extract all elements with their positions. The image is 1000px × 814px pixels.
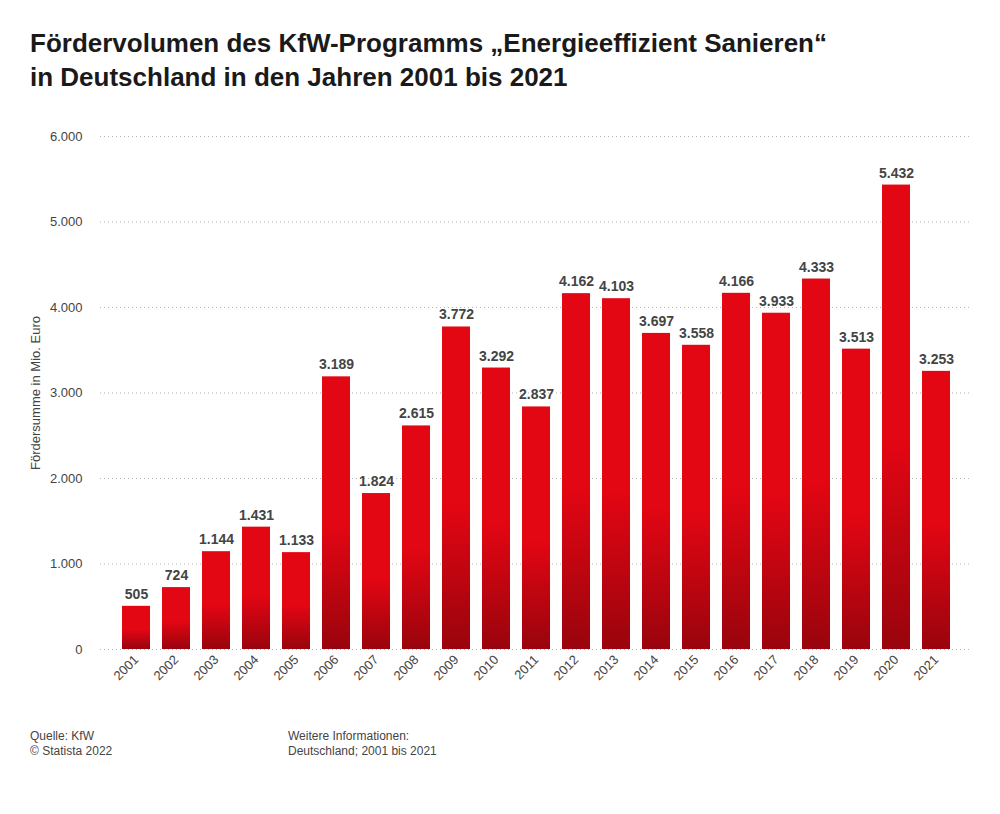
svg-text:724: 724 xyxy=(165,567,189,583)
svg-text:2004: 2004 xyxy=(231,652,262,683)
svg-text:2003: 2003 xyxy=(191,652,222,683)
svg-text:2005: 2005 xyxy=(271,652,302,683)
svg-text:5.432: 5.432 xyxy=(879,165,914,181)
svg-text:505: 505 xyxy=(125,586,149,602)
svg-text:0: 0 xyxy=(75,642,82,657)
svg-text:2018: 2018 xyxy=(791,652,822,683)
svg-text:3.558: 3.558 xyxy=(679,325,714,341)
svg-text:1.824: 1.824 xyxy=(359,473,394,489)
svg-text:4.000: 4.000 xyxy=(50,300,83,315)
svg-text:2011: 2011 xyxy=(511,652,541,682)
svg-text:4.166: 4.166 xyxy=(719,273,754,289)
svg-text:4.162: 4.162 xyxy=(559,273,594,289)
svg-text:5.000: 5.000 xyxy=(50,214,83,229)
svg-text:2007: 2007 xyxy=(351,652,382,683)
svg-text:2002: 2002 xyxy=(151,652,182,683)
svg-text:2006: 2006 xyxy=(311,652,342,683)
svg-text:1.431: 1.431 xyxy=(239,507,274,523)
html-text:Fördervolumen des KfW-Programm: Fördervolumen des KfW-Programms „Energie… xyxy=(30,28,827,92)
svg-text:2020: 2020 xyxy=(871,652,902,683)
svg-text:2012: 2012 xyxy=(551,652,582,683)
svg-text:3.189: 3.189 xyxy=(319,356,354,372)
svg-text:2016: 2016 xyxy=(711,652,742,683)
svg-text:Fördersumme in Mio. Euro: Fördersumme in Mio. Euro xyxy=(28,316,43,470)
svg-text:2019: 2019 xyxy=(831,652,862,683)
svg-text:4.333: 4.333 xyxy=(799,259,834,275)
svg-text:2014: 2014 xyxy=(631,652,662,683)
svg-text:6.000: 6.000 xyxy=(50,129,83,144)
svg-text:1.144: 1.144 xyxy=(199,531,234,547)
svg-text:2013: 2013 xyxy=(591,652,622,683)
svg-text:2008: 2008 xyxy=(391,652,422,683)
svg-text:4.103: 4.103 xyxy=(599,278,634,294)
svg-text:2017: 2017 xyxy=(751,652,782,683)
html-text:Weitere Informationen: Deutsch: Weitere Informationen: Deutschland; 2001… xyxy=(288,729,437,758)
svg-text:3.253: 3.253 xyxy=(919,351,954,367)
svg-text:3.933: 3.933 xyxy=(759,293,794,309)
html-text:Quelle: KfW © Statista 2022: Quelle: KfW © Statista 2022 xyxy=(30,729,113,758)
svg-text:2.615: 2.615 xyxy=(399,405,434,421)
svg-text:2009: 2009 xyxy=(431,652,462,683)
svg-text:3.772: 3.772 xyxy=(439,306,474,322)
svg-text:1.000: 1.000 xyxy=(50,556,83,571)
svg-text:2015: 2015 xyxy=(671,652,702,683)
svg-text:3.513: 3.513 xyxy=(839,329,874,345)
svg-text:2.000: 2.000 xyxy=(50,471,83,486)
svg-text:3.697: 3.697 xyxy=(639,313,674,329)
svg-text:2021: 2021 xyxy=(911,652,942,683)
svg-text:3.000: 3.000 xyxy=(50,385,83,400)
svg-text:2001: 2001 xyxy=(111,652,142,683)
svg-text:1.133: 1.133 xyxy=(279,532,314,548)
svg-text:3.292: 3.292 xyxy=(479,348,514,364)
svg-text:2.837: 2.837 xyxy=(519,386,554,402)
svg-text:2010: 2010 xyxy=(471,652,502,683)
